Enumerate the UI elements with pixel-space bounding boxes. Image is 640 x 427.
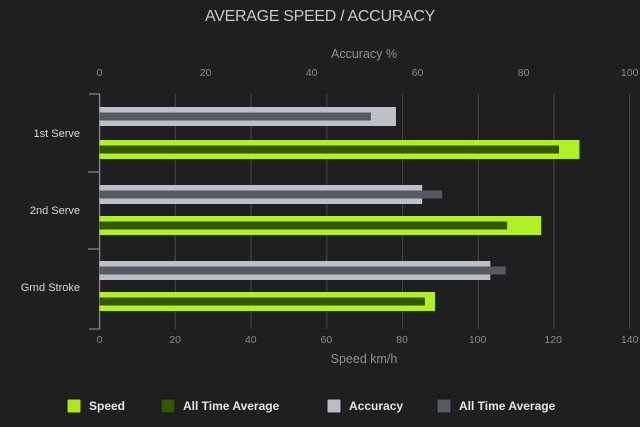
svg-text:40: 40 xyxy=(306,67,318,79)
svg-text:20: 20 xyxy=(200,67,212,79)
svg-text:80: 80 xyxy=(518,67,530,79)
svg-text:AVERAGE SPEED / ACCURACY: AVERAGE SPEED / ACCURACY xyxy=(205,8,436,25)
svg-text:40: 40 xyxy=(245,334,257,346)
svg-text:0: 0 xyxy=(97,67,103,79)
svg-text:Speed km/h: Speed km/h xyxy=(331,352,398,366)
svg-text:20: 20 xyxy=(169,334,181,346)
svg-text:All Time Average: All Time Average xyxy=(459,399,556,413)
svg-text:60: 60 xyxy=(321,334,333,346)
svg-text:Grnd Stroke: Grnd Stroke xyxy=(21,282,80,294)
svg-text:80: 80 xyxy=(396,334,408,346)
svg-text:1st Serve: 1st Serve xyxy=(34,128,80,140)
svg-text:100: 100 xyxy=(621,67,639,79)
svg-text:100: 100 xyxy=(469,334,487,346)
svg-text:120: 120 xyxy=(544,334,562,346)
svg-text:0: 0 xyxy=(97,334,103,346)
svg-text:140: 140 xyxy=(621,334,639,346)
svg-text:Accuracy %: Accuracy % xyxy=(331,47,397,61)
svg-text:Accuracy: Accuracy xyxy=(349,399,403,413)
svg-text:2nd Serve: 2nd Serve xyxy=(30,205,80,217)
svg-text:Speed: Speed xyxy=(89,399,125,413)
svg-text:All Time Average: All Time Average xyxy=(183,399,280,413)
svg-text:60: 60 xyxy=(412,67,424,79)
